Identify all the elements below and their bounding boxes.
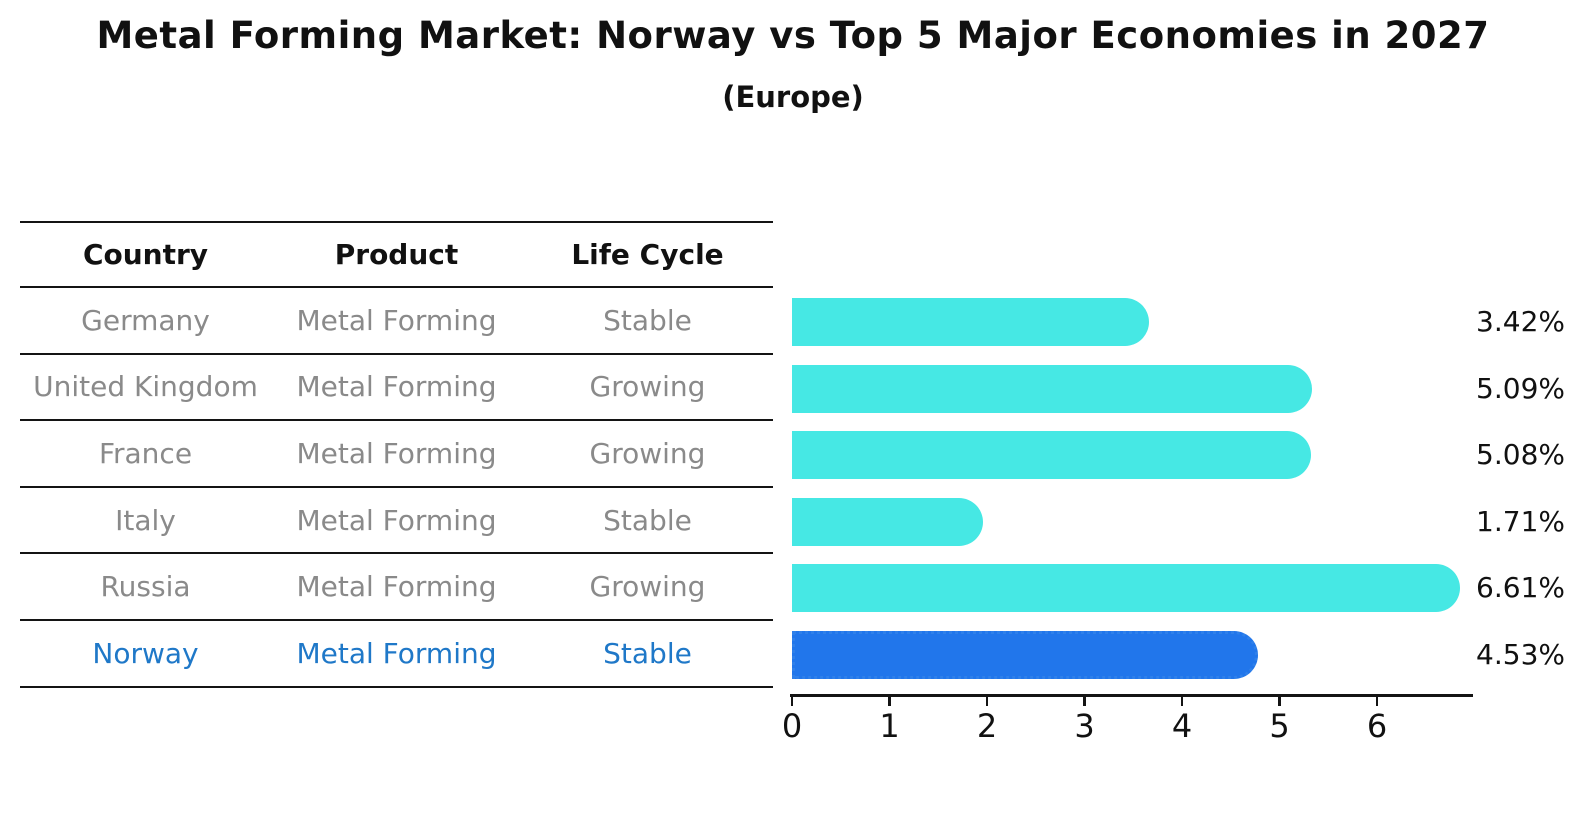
bar-united-kingdom xyxy=(792,364,1313,413)
cell-lifecycle: Growing xyxy=(589,436,706,470)
table-row-germany: Germany Metal Forming Stable xyxy=(20,288,773,355)
cell-product: Metal Forming xyxy=(296,636,497,670)
col-header-lifecycle: Life Cycle xyxy=(571,238,724,271)
cell-lifecycle: Stable xyxy=(603,636,692,670)
tick-mark xyxy=(1278,697,1281,706)
table-row-norway-highlighted: Norway Metal Forming Stable xyxy=(20,621,773,688)
x-axis-line xyxy=(790,694,1473,697)
value-label-norway: 4.53% xyxy=(1476,637,1565,671)
cell-product: Metal Forming xyxy=(296,370,497,404)
country-table: Country Product Life Cycle Germany Metal… xyxy=(20,221,773,688)
x-tick-label: 3 xyxy=(1074,707,1095,745)
tick-mark xyxy=(888,697,891,706)
cell-country: United Kingdom xyxy=(33,370,258,404)
cell-product: Metal Forming xyxy=(296,436,497,470)
cell-lifecycle: Stable xyxy=(603,303,692,337)
value-label-italy: 1.71% xyxy=(1476,504,1565,538)
col-header-product: Product xyxy=(334,238,459,271)
x-tick-label: 6 xyxy=(1366,707,1388,745)
cell-lifecycle: Growing xyxy=(589,570,706,604)
cell-country: Germany xyxy=(81,303,210,337)
cell-product: Metal Forming xyxy=(296,503,497,537)
bar-france xyxy=(792,431,1312,480)
table-row-france: France Metal Forming Growing xyxy=(20,421,773,488)
chart-subtitle: (Europe) xyxy=(722,80,864,114)
x-tick-label: 4 xyxy=(1171,707,1193,745)
cell-product: Metal Forming xyxy=(296,570,497,604)
value-label-russia: 6.61% xyxy=(1476,571,1565,604)
cell-lifecycle: Stable xyxy=(603,503,692,537)
table-row-italy: Italy Metal Forming Stable xyxy=(20,488,773,555)
table-header-row: Country Product Life Cycle xyxy=(20,221,773,288)
bar-norway-highlighted xyxy=(792,630,1258,679)
cell-lifecycle: Growing xyxy=(589,370,706,404)
cell-country: Italy xyxy=(115,503,176,537)
tick-mark xyxy=(1083,697,1086,706)
tick-mark xyxy=(985,697,989,706)
bar-russia xyxy=(792,564,1461,613)
x-tick-label: 5 xyxy=(1269,707,1290,745)
table-row-united-kingdom: United Kingdom Metal Forming Growing xyxy=(20,355,773,422)
tick-mark xyxy=(790,697,794,706)
x-tick-label: 0 xyxy=(781,707,803,745)
col-header-country: Country xyxy=(82,238,209,271)
cell-country: Russia xyxy=(100,570,191,604)
value-label-united-kingdom: 5.09% xyxy=(1476,371,1565,405)
x-tick-label: 2 xyxy=(976,707,998,745)
tick-mark xyxy=(1180,697,1184,706)
bar-germany xyxy=(792,298,1150,347)
chart-title: Metal Forming Market: Norway vs Top 5 Ma… xyxy=(96,14,1490,57)
bar-italy xyxy=(792,497,983,546)
tick-mark xyxy=(1375,697,1379,706)
cell-country: Norway xyxy=(92,636,199,670)
value-label-france: 5.08% xyxy=(1476,438,1565,471)
table-row-russia: Russia Metal Forming Growing xyxy=(20,554,773,621)
value-label-germany: 3.42% xyxy=(1476,305,1565,338)
cell-country: France xyxy=(98,436,193,470)
cell-product: Metal Forming xyxy=(296,303,497,337)
x-tick-label: 1 xyxy=(879,707,900,745)
